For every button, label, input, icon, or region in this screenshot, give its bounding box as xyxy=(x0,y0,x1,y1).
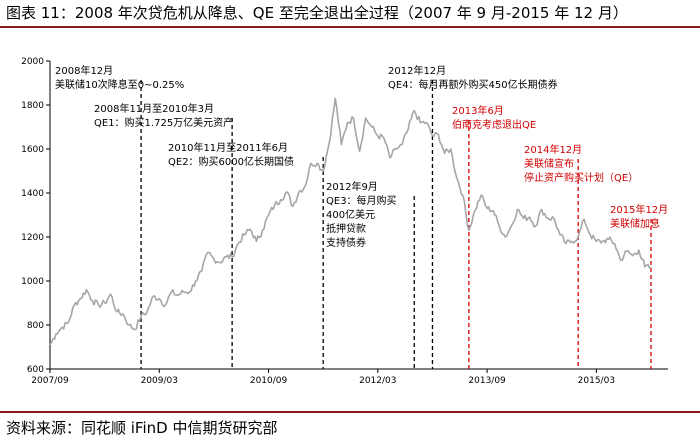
event-label: 400亿美元 xyxy=(326,208,375,221)
x-tick-label: 2015/03 xyxy=(578,376,615,386)
event-label: 2015年12月 xyxy=(610,203,668,216)
y-tick-label: 1400 xyxy=(21,189,44,199)
x-tick-label: 2012/03 xyxy=(359,376,396,386)
event-label: 2008年11月至2010年3月 xyxy=(94,102,214,115)
event-label: 伯南克考虑退出QE xyxy=(452,118,536,131)
chart-title: 图表 11：2008 年次贷危机从降息、QE 至完全退出全过程（2007 年 9… xyxy=(6,4,628,22)
bottom-rule xyxy=(0,411,700,413)
event-label: 停止资产购买计划（QE） xyxy=(524,171,638,184)
event-label: QE2：购买6000亿长期国债 xyxy=(168,155,294,168)
event-label: 抵押贷款 xyxy=(326,222,366,235)
event-label: QE1：购买1.725万亿美元资产 xyxy=(94,116,233,129)
event-label: 美联储加息 xyxy=(610,217,660,230)
series-layer xyxy=(49,97,652,346)
y-tick-label: 1200 xyxy=(21,233,44,243)
event-label: 2008年12月 xyxy=(55,64,113,77)
event-label: 美联储10次降息至0~0.25% xyxy=(55,78,184,91)
y-tick-label: 2000 xyxy=(21,57,44,67)
event-label: 支持债券 xyxy=(326,236,366,249)
event-label: 2010年11月至2011年6月 xyxy=(168,141,288,154)
y-tick-label: 800 xyxy=(27,321,44,331)
source-note: 资料来源：同花顺 iFinD 中信期货研究部 xyxy=(6,419,278,437)
gold-price-chart: 600 800 1000 1200 1400 1600 1800 2000 2007/09 200… xyxy=(21,57,668,386)
event-label: QE4：每月再额外购买450亿长期债券 xyxy=(388,78,558,91)
axes: 600 800 1000 1200 1400 1600 1800 2000 2007/09 200… xyxy=(21,57,668,386)
y-tick-label: 600 xyxy=(27,365,44,375)
series-line xyxy=(49,97,652,346)
top-rule xyxy=(0,26,700,28)
y-tick-label: 1000 xyxy=(21,277,44,287)
y-tick-label: 1600 xyxy=(21,145,44,155)
event-label: 2013年6月 xyxy=(452,104,504,117)
event-label: 2012年12月 xyxy=(388,64,446,77)
event-label: 2012年9月 xyxy=(326,180,378,193)
event-label: 美联储宣布 xyxy=(524,157,574,170)
x-tick-label: 2009/03 xyxy=(141,376,178,386)
event-label: 2014年12月 xyxy=(524,143,582,156)
event-lines xyxy=(140,80,652,369)
x-tick-label: 2010/09 xyxy=(250,376,288,386)
x-tick-label: 2007/09 xyxy=(31,376,69,386)
event-label: QE3：每月购买 xyxy=(326,194,397,207)
y-tick-label: 1800 xyxy=(21,101,44,111)
x-tick-label: 2013/09 xyxy=(468,376,506,386)
